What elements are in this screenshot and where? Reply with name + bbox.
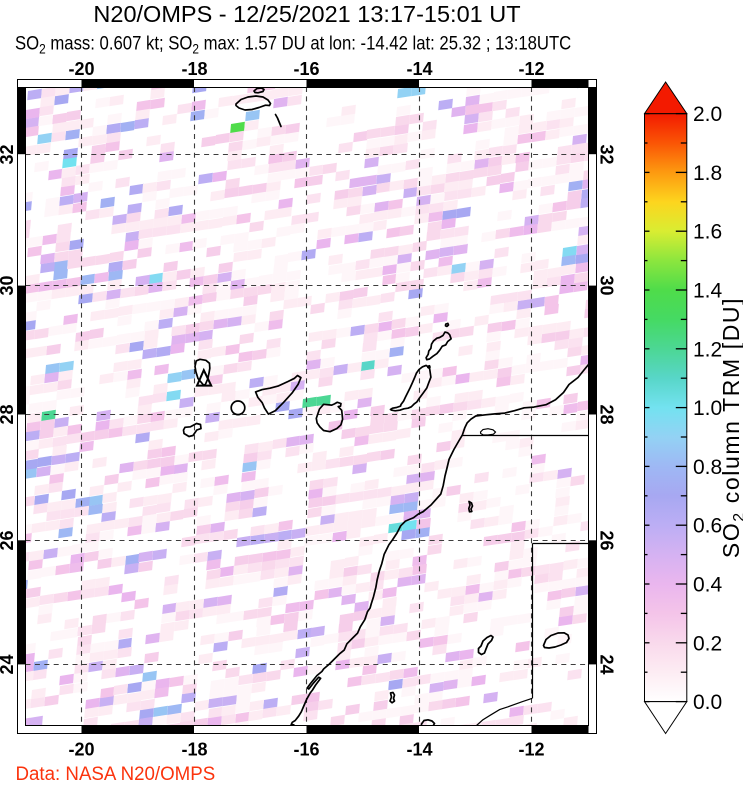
svg-text:-20: -20: [68, 59, 94, 79]
svg-text:0.6: 0.6: [693, 515, 722, 538]
svg-text:-18: -18: [181, 59, 207, 79]
svg-text:-16: -16: [293, 59, 319, 79]
svg-text:-20: -20: [68, 740, 94, 760]
svg-text:Data: NASA N20/OMPS: Data: NASA N20/OMPS: [16, 764, 216, 783]
svg-text:26: 26: [0, 530, 17, 550]
svg-text:24: 24: [597, 654, 617, 674]
svg-text:-14: -14: [406, 740, 432, 760]
svg-text:24: 24: [0, 654, 17, 674]
svg-text:1.6: 1.6: [693, 221, 722, 244]
svg-text:0.0: 0.0: [693, 691, 722, 714]
svg-text:-16: -16: [293, 740, 319, 760]
svg-text:0.8: 0.8: [693, 456, 722, 479]
svg-text:1.2: 1.2: [693, 338, 722, 361]
svg-text:32: 32: [597, 144, 617, 164]
svg-text:28: 28: [597, 404, 617, 424]
svg-text:1.4: 1.4: [693, 280, 723, 303]
svg-text:30: 30: [0, 275, 17, 295]
svg-text:30: 30: [597, 275, 617, 295]
svg-text:0.4: 0.4: [693, 574, 723, 597]
svg-text:32: 32: [0, 144, 17, 164]
svg-text:-14: -14: [406, 59, 432, 79]
svg-text:1.8: 1.8: [693, 162, 722, 185]
svg-text:1.0: 1.0: [693, 397, 722, 420]
svg-text:N20/OMPS - 12/25/2021 13:17-15: N20/OMPS - 12/25/2021 13:17-15:01 UT: [93, 1, 520, 27]
svg-text:28: 28: [0, 404, 17, 424]
svg-text:2.0: 2.0: [693, 103, 722, 126]
svg-text:-12: -12: [518, 59, 544, 79]
svg-text:-12: -12: [518, 740, 544, 760]
svg-text:SO2 mass: 0.607 kt; SO2 max: 1: SO2 mass: 0.607 kt; SO2 max: 1.57 DU at …: [15, 33, 571, 57]
svg-text:26: 26: [597, 530, 617, 550]
svg-text:SO2 column TRM [DU]: SO2 column TRM [DU]: [718, 297, 743, 558]
svg-text:-18: -18: [181, 740, 207, 760]
svg-text:0.2: 0.2: [693, 632, 722, 655]
